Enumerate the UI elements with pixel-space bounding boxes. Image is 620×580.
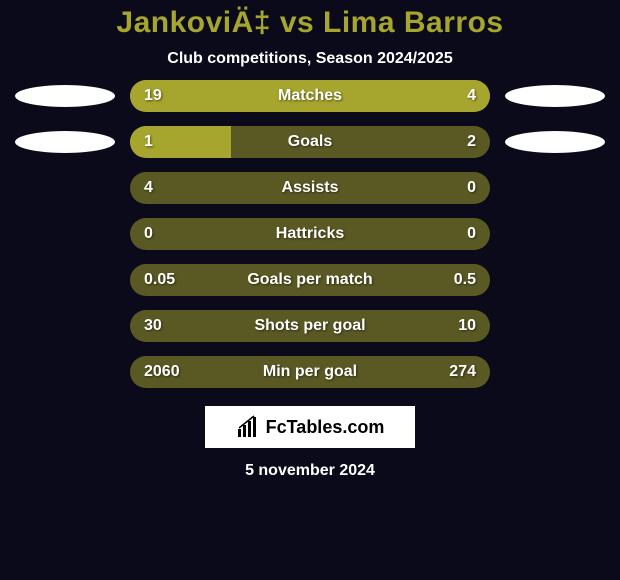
site-logo: FcTables.com — [205, 406, 415, 448]
club-badge-right-wrap — [490, 131, 620, 153]
stat-value-left: 1 — [144, 133, 153, 151]
stat-bar: 0 Hattricks 0 — [130, 218, 490, 250]
stat-value-left: 0.05 — [144, 271, 175, 289]
stat-bar: 0.05 Goals per match 0.5 — [130, 264, 490, 296]
stat-row: 4 Assists 0 — [0, 172, 620, 204]
club-badge-left — [15, 85, 115, 107]
stat-bar: 4 Assists 0 — [130, 172, 490, 204]
stat-value-right: 10 — [458, 317, 476, 335]
stat-value-left: 19 — [144, 87, 162, 105]
stat-value-right: 0 — [467, 179, 476, 197]
stat-value-right: 2 — [467, 133, 476, 151]
stat-row: 0 Hattricks 0 — [0, 218, 620, 250]
stat-value-right: 0.5 — [454, 271, 476, 289]
stat-value-left: 4 — [144, 179, 153, 197]
stat-value-right: 4 — [467, 87, 476, 105]
stat-bar: 2060 Min per goal 274 — [130, 356, 490, 388]
club-badge-right-wrap — [490, 85, 620, 107]
stat-value-left: 2060 — [144, 363, 180, 381]
stat-bar: 1 Goals 2 — [130, 126, 490, 158]
club-badge-right — [505, 131, 605, 153]
subtitle: Club competitions, Season 2024/2025 — [0, 50, 620, 68]
stat-label: Goals per match — [247, 271, 372, 289]
club-badge-right — [505, 85, 605, 107]
stat-label: Goals — [288, 133, 332, 151]
stat-label: Min per goal — [263, 363, 357, 381]
stat-row: 2060 Min per goal 274 — [0, 356, 620, 388]
club-badge-left-wrap — [0, 85, 130, 107]
stat-label: Hattricks — [276, 225, 344, 243]
stat-label: Matches — [278, 87, 342, 105]
date-label: 5 november 2024 — [0, 462, 620, 480]
stat-label: Assists — [282, 179, 339, 197]
stat-row: 19 Matches 4 — [0, 80, 620, 112]
stat-bar: 30 Shots per goal 10 — [130, 310, 490, 342]
club-badge-left-wrap — [0, 131, 130, 153]
comparison-infographic: JankoviÄ‡ vs Lima Barros Club competitio… — [0, 0, 620, 580]
stats-rows: 19 Matches 4 1 Goals 2 4 Assists 0 0 Hattricks 0 0.0… — [0, 80, 620, 388]
stat-value-right: 274 — [449, 363, 476, 381]
stat-row: 0.05 Goals per match 0.5 — [0, 264, 620, 296]
club-badge-left — [15, 131, 115, 153]
chart-icon — [236, 415, 260, 439]
stat-bar: 19 Matches 4 — [130, 80, 490, 112]
stat-label: Shots per goal — [254, 317, 365, 335]
stat-value-left: 30 — [144, 317, 162, 335]
stat-value-left: 0 — [144, 225, 153, 243]
stat-bar-fill-left — [130, 80, 393, 112]
stat-row: 1 Goals 2 — [0, 126, 620, 158]
site-logo-text: FcTables.com — [266, 417, 385, 438]
stat-row: 30 Shots per goal 10 — [0, 310, 620, 342]
stat-value-right: 0 — [467, 225, 476, 243]
page-title: JankoviÄ‡ vs Lima Barros — [0, 0, 620, 40]
